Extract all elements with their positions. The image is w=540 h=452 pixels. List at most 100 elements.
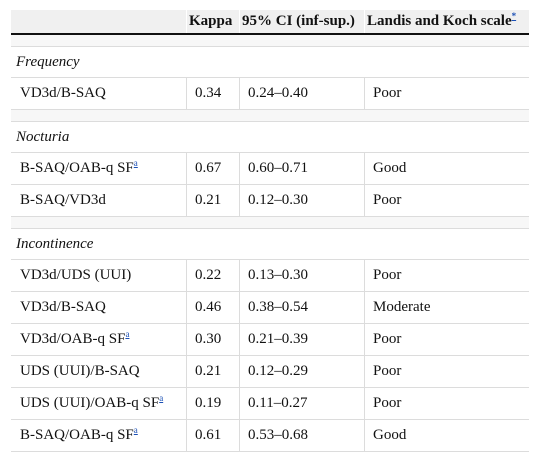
- column-divider: [186, 260, 187, 291]
- column-divider: [364, 153, 365, 184]
- scale-value: Poor: [373, 331, 402, 347]
- header-scale-label: Landis and Koch scale: [367, 13, 512, 29]
- comparison-label: VD3d/OAB-q SF: [20, 331, 126, 347]
- kappa-value: 0.30: [195, 331, 222, 347]
- agreement-table: Kappa 95% CI (inf-sup.) Landis and Koch …: [11, 10, 529, 452]
- column-divider: [239, 324, 240, 355]
- table-row: VD3d/B-SAQ 0.46 0.38–0.54 Moderate: [11, 292, 529, 324]
- comparison-cell: VD3d/OAB-q SFa: [11, 324, 186, 355]
- kappa-value: 0.67: [195, 160, 222, 176]
- kappa-value: 0.46: [195, 299, 222, 315]
- column-divider: [364, 260, 365, 291]
- scale-value: Good: [373, 427, 407, 443]
- ci-value: 0.24–0.40: [248, 85, 308, 101]
- column-divider: [364, 324, 365, 355]
- comparison-cell: B-SAQ/OAB-q SFa: [11, 420, 186, 451]
- column-divider: [364, 78, 365, 109]
- comparison-label: B-SAQ/OAB-q SF: [20, 427, 134, 443]
- kappa-value: 0.34: [195, 85, 222, 101]
- column-divider: [186, 356, 187, 387]
- footnote-link[interactable]: a: [125, 329, 130, 339]
- column-divider: [239, 356, 240, 387]
- table-row: VD3d/B-SAQ 0.34 0.24–0.40 Poor: [11, 78, 529, 110]
- section-spacer: [11, 35, 529, 47]
- comparison-label: VD3d/UDS (UUI): [20, 267, 132, 283]
- section-row: Frequency: [11, 47, 529, 78]
- kappa-value: 0.21: [195, 363, 222, 379]
- footnote-link[interactable]: *: [511, 11, 517, 21]
- section-spacer: [11, 110, 529, 122]
- table-row: VD3d/OAB-q SFa 0.30 0.21–0.39 Poor: [11, 324, 529, 356]
- column-divider: [239, 185, 240, 216]
- column-divider: [239, 388, 240, 419]
- column-divider: [186, 78, 187, 109]
- column-divider: [364, 185, 365, 216]
- table-header: Kappa 95% CI (inf-sup.) Landis and Koch …: [11, 10, 529, 35]
- column-divider: [186, 388, 187, 419]
- header-scale: Landis and Koch scale*: [364, 10, 529, 33]
- footnote-link[interactable]: a: [159, 393, 164, 403]
- table-row: B-SAQ/OAB-q SFa 0.61 0.53–0.68 Good: [11, 420, 529, 452]
- column-divider: [186, 10, 187, 33]
- kappa-value: 0.61: [195, 427, 222, 443]
- column-divider: [239, 153, 240, 184]
- scale-value: Poor: [373, 85, 402, 101]
- comparison-label: B-SAQ/OAB-q SF: [20, 160, 134, 176]
- section-title: Incontinence: [16, 236, 94, 252]
- ci-value: 0.12–0.30: [248, 192, 308, 208]
- ci-value: 0.38–0.54: [248, 299, 308, 315]
- column-divider: [239, 10, 240, 33]
- comparison-cell: B-SAQ/VD3d: [11, 185, 186, 216]
- scale-value: Poor: [373, 267, 402, 283]
- section-title: Nocturia: [16, 129, 70, 145]
- column-divider: [364, 292, 365, 323]
- comparison-cell: VD3d/UDS (UUI): [11, 260, 186, 291]
- header-ci: 95% CI (inf-sup.): [242, 13, 355, 29]
- ci-value: 0.12–0.29: [248, 363, 308, 379]
- scale-value: Good: [373, 160, 407, 176]
- column-divider: [239, 260, 240, 291]
- scale-value: Poor: [373, 363, 402, 379]
- column-divider: [364, 10, 365, 33]
- ci-value: 0.11–0.27: [248, 395, 308, 411]
- table-row: UDS (UUI)/OAB-q SFa 0.19 0.11–0.27 Poor: [11, 388, 529, 420]
- kappa-value: 0.21: [195, 192, 222, 208]
- header-kappa: Kappa: [189, 13, 233, 29]
- table-row: UDS (UUI)/B-SAQ 0.21 0.12–0.29 Poor: [11, 356, 529, 388]
- comparison-cell: VD3d/B-SAQ: [11, 292, 186, 323]
- ci-value: 0.21–0.39: [248, 331, 308, 347]
- comparison-label: VD3d/B-SAQ: [20, 299, 106, 315]
- ci-value: 0.13–0.30: [248, 267, 308, 283]
- column-divider: [364, 388, 365, 419]
- table-body: Frequency VD3d/B-SAQ 0.34 0.24–0.40 Poor Noct…: [11, 35, 529, 452]
- column-divider: [239, 292, 240, 323]
- footnote-link[interactable]: a: [133, 425, 138, 435]
- column-divider: [186, 292, 187, 323]
- table-row: VD3d/UDS (UUI) 0.22 0.13–0.30 Poor: [11, 260, 529, 292]
- table-row: B-SAQ/VD3d 0.21 0.12–0.30 Poor: [11, 185, 529, 217]
- comparison-label: UDS (UUI)/OAB-q SF: [20, 395, 160, 411]
- comparison-label: B-SAQ/VD3d: [20, 192, 106, 208]
- footnote-link[interactable]: a: [133, 158, 138, 168]
- comparison-cell: UDS (UUI)/B-SAQ: [11, 356, 186, 387]
- kappa-value: 0.22: [195, 267, 222, 283]
- scale-value: Poor: [373, 192, 402, 208]
- comparison-label: UDS (UUI)/B-SAQ: [20, 363, 140, 379]
- column-divider: [239, 78, 240, 109]
- section-row: Nocturia: [11, 122, 529, 153]
- comparison-cell: UDS (UUI)/OAB-q SFa: [11, 388, 186, 419]
- ci-value: 0.53–0.68: [248, 427, 308, 443]
- section-row: Incontinence: [11, 229, 529, 260]
- column-divider: [186, 153, 187, 184]
- comparison-cell: B-SAQ/OAB-q SFa: [11, 153, 186, 184]
- scale-value: Poor: [373, 395, 402, 411]
- section-spacer: [11, 217, 529, 229]
- table-row: B-SAQ/OAB-q SFa 0.67 0.60–0.71 Good: [11, 153, 529, 185]
- comparison-label: VD3d/B-SAQ: [20, 85, 106, 101]
- kappa-value: 0.19: [195, 395, 222, 411]
- column-divider: [364, 356, 365, 387]
- scale-value: Moderate: [373, 299, 431, 315]
- comparison-cell: VD3d/B-SAQ: [11, 78, 186, 109]
- ci-value: 0.60–0.71: [248, 160, 308, 176]
- section-title: Frequency: [16, 54, 80, 70]
